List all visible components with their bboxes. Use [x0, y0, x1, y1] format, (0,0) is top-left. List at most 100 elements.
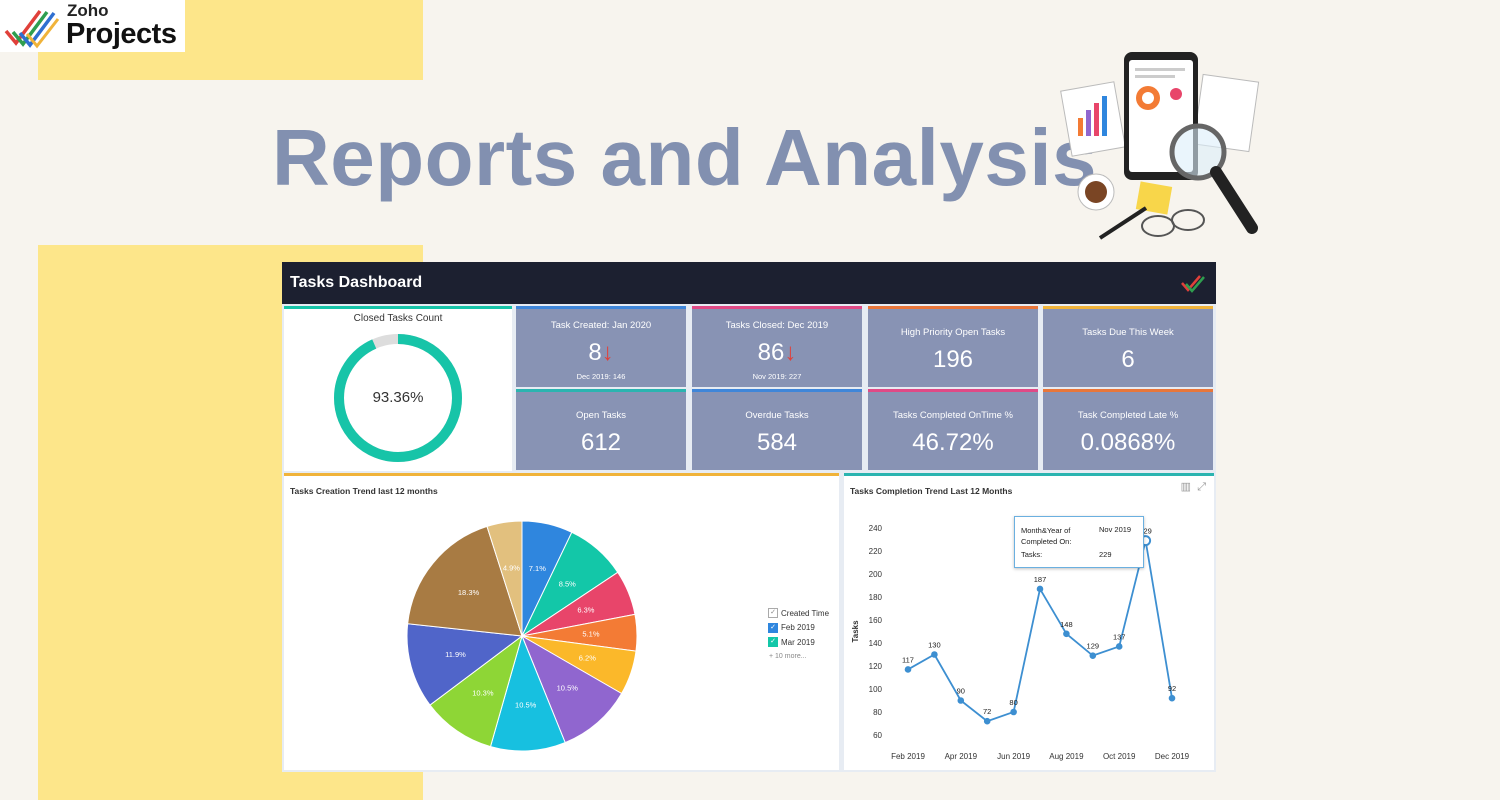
tooltip-key-month: Month&Year of Completed On:	[1021, 526, 1072, 546]
kpi-title: Task Created: Jan 2020	[550, 320, 652, 331]
kpi-value-row: 8↓	[516, 339, 686, 367]
pie-slice[interactable]	[429, 634, 523, 748]
logo-text-zoho: Zoho	[67, 1, 109, 20]
y-tick-label: 180	[869, 593, 883, 602]
y-tick-label: 240	[869, 524, 883, 533]
data-label: 229	[1139, 527, 1152, 536]
pie-slice-label: 10.5%	[515, 700, 537, 709]
data-point[interactable]	[983, 717, 991, 725]
pie-slice-label: 10.3%	[472, 688, 494, 697]
legend-item[interactable]: ✓ Feb 2019	[768, 621, 829, 636]
kpi-value-row: 584	[692, 429, 862, 457]
kpi-card[interactable]: Task Completed Late % 0.0868%	[1043, 389, 1213, 470]
dashboard-title: Tasks Dashboard	[290, 274, 423, 291]
legend-more-link[interactable]: + 10 more...	[769, 653, 807, 661]
donut-progress-arc	[334, 334, 462, 462]
data-label: 129	[1087, 642, 1100, 651]
report-analysis-icon	[1060, 52, 1260, 240]
kpi-value-row: 86↓	[692, 339, 862, 367]
y-tick-label: 100	[869, 685, 883, 694]
bar-chart-icon[interactable]: ▥	[1180, 481, 1192, 493]
data-point[interactable]	[1063, 630, 1070, 638]
data-point[interactable]	[1115, 643, 1123, 650]
trend-down-icon: ↓	[784, 339, 797, 366]
data-label: 187	[1034, 575, 1047, 584]
legend-checkbox[interactable]: ✓	[768, 622, 778, 633]
pie-slice-label: 5.1%	[582, 630, 599, 639]
x-tick-label: Dec 2019	[1155, 752, 1190, 761]
kpi-card[interactable]: Tasks Completed OnTime % 46.72%	[868, 389, 1038, 470]
zoho-logo-icon	[4, 9, 60, 49]
kpi-value: 584	[756, 429, 798, 456]
data-label: 117	[902, 655, 914, 664]
data-point[interactable]	[1036, 585, 1044, 593]
kpi-value-row: 46.72%	[868, 429, 1038, 457]
pie-slice[interactable]	[486, 520, 523, 637]
kpi-card[interactable]: Tasks Closed: Dec 2019 86↓ Nov 2019: 227	[692, 306, 862, 387]
kpi-title: Open Tasks	[576, 410, 626, 421]
tasks-completion-line-chart: 60 80 100 120 140 160 180 200 220 240 Tasks Feb 201…	[851, 524, 1190, 761]
legend-item[interactable]: ✓ Mar 2019	[768, 635, 829, 650]
data-label: 92	[1168, 684, 1176, 693]
y-tick-label: 200	[869, 570, 883, 579]
pie-slice-label: 6.3%	[577, 605, 594, 614]
legend-label: Mar 2019	[781, 637, 815, 647]
kpi-subtext: Dec 2019: 146	[576, 372, 626, 381]
tooltip-value-month: Nov 2019	[1099, 525, 1132, 534]
pie-slice-label: 8.5%	[559, 579, 576, 588]
data-point[interactable]	[931, 651, 938, 658]
kpi-value: 612	[580, 429, 622, 456]
pie-legend: ✓ Created Time ✓ Feb 2019 ✓ Mar 2019 + 1…	[768, 606, 829, 664]
kpi-card[interactable]: Overdue Tasks 584	[692, 389, 862, 470]
chart-tooltip: Month&Year of Completed On: Nov 2019 Tas…	[1014, 516, 1144, 568]
closed-tasks-donut	[334, 334, 462, 462]
pie-slice[interactable]	[407, 525, 523, 637]
closed-tasks-card[interactable]: Closed Tasks Count 93.36%	[284, 306, 512, 471]
tasks-creation-card[interactable]: Tasks Creation Trend last 12 months 7.1%…	[284, 473, 839, 770]
hero-title: Reports and Analysis	[272, 113, 1098, 202]
x-tick-label: Jun 2019	[997, 752, 1030, 761]
kpi-value-row: 6	[1043, 346, 1213, 374]
kpi-value-row: 0.0868%	[1043, 429, 1213, 457]
legend-checkbox[interactable]: ✓	[768, 637, 778, 648]
data-point[interactable]	[957, 697, 965, 704]
pie-slice-label: 7.1%	[529, 564, 546, 573]
x-tick-label: Aug 2019	[1049, 752, 1084, 761]
pie-slice[interactable]	[406, 623, 524, 706]
legend-title: Created Time	[781, 608, 830, 618]
kpi-value: 86	[757, 339, 785, 366]
closed-tasks-value: 93.36%	[372, 389, 424, 406]
tasks-completion-card[interactable]: Tasks Completion Trend Last 12 Months ▥ …	[844, 473, 1214, 770]
data-label: 137	[1113, 632, 1126, 641]
kpi-value-row: 196	[868, 346, 1038, 374]
pie-slice-label: 4.9%	[503, 563, 520, 572]
y-axis-label: Tasks	[851, 620, 860, 643]
kpi-title: Tasks Due This Week	[1082, 327, 1174, 338]
kpi-card[interactable]: Tasks Due This Week 6	[1043, 306, 1213, 387]
data-point[interactable]	[1089, 652, 1097, 659]
kpi-card[interactable]: Open Tasks 612	[516, 389, 686, 470]
pie-slice-label: 6.2%	[579, 654, 596, 663]
legend-header[interactable]: ✓ Created Time	[768, 606, 829, 621]
pie-slice[interactable]	[520, 634, 623, 744]
kpi-card[interactable]: High Priority Open Tasks 196	[868, 306, 1038, 387]
tasks-dashboard: Tasks Dashboard Closed Tasks Count 93.36…	[282, 262, 1216, 772]
y-tick-label: 220	[869, 547, 883, 556]
x-tick-label: Feb 2019	[891, 752, 925, 761]
pie-slice[interactable]	[489, 634, 566, 752]
kpi-subtext: Nov 2019: 227	[752, 372, 802, 381]
x-tick-label: Apr 2019	[945, 752, 978, 761]
expand-icon[interactable]: ⤢	[1197, 481, 1206, 493]
closed-tasks-title: Closed Tasks Count	[353, 313, 443, 324]
kpi-title: Overdue Tasks	[745, 410, 809, 421]
y-tick-label: 160	[869, 616, 883, 625]
data-label: 80	[1009, 698, 1017, 707]
data-point[interactable]	[1168, 694, 1176, 702]
kpi-card[interactable]: Task Created: Jan 2020 8↓ Dec 2019: 146	[516, 306, 686, 387]
legend-header-checkbox[interactable]: ✓	[768, 608, 778, 619]
data-point[interactable]	[904, 666, 912, 673]
tooltip-key-tasks: Tasks:	[1021, 550, 1043, 559]
zoho-checkmark-icon	[1181, 275, 1205, 293]
data-point[interactable]	[1010, 708, 1017, 716]
legend-label: Feb 2019	[781, 623, 815, 633]
